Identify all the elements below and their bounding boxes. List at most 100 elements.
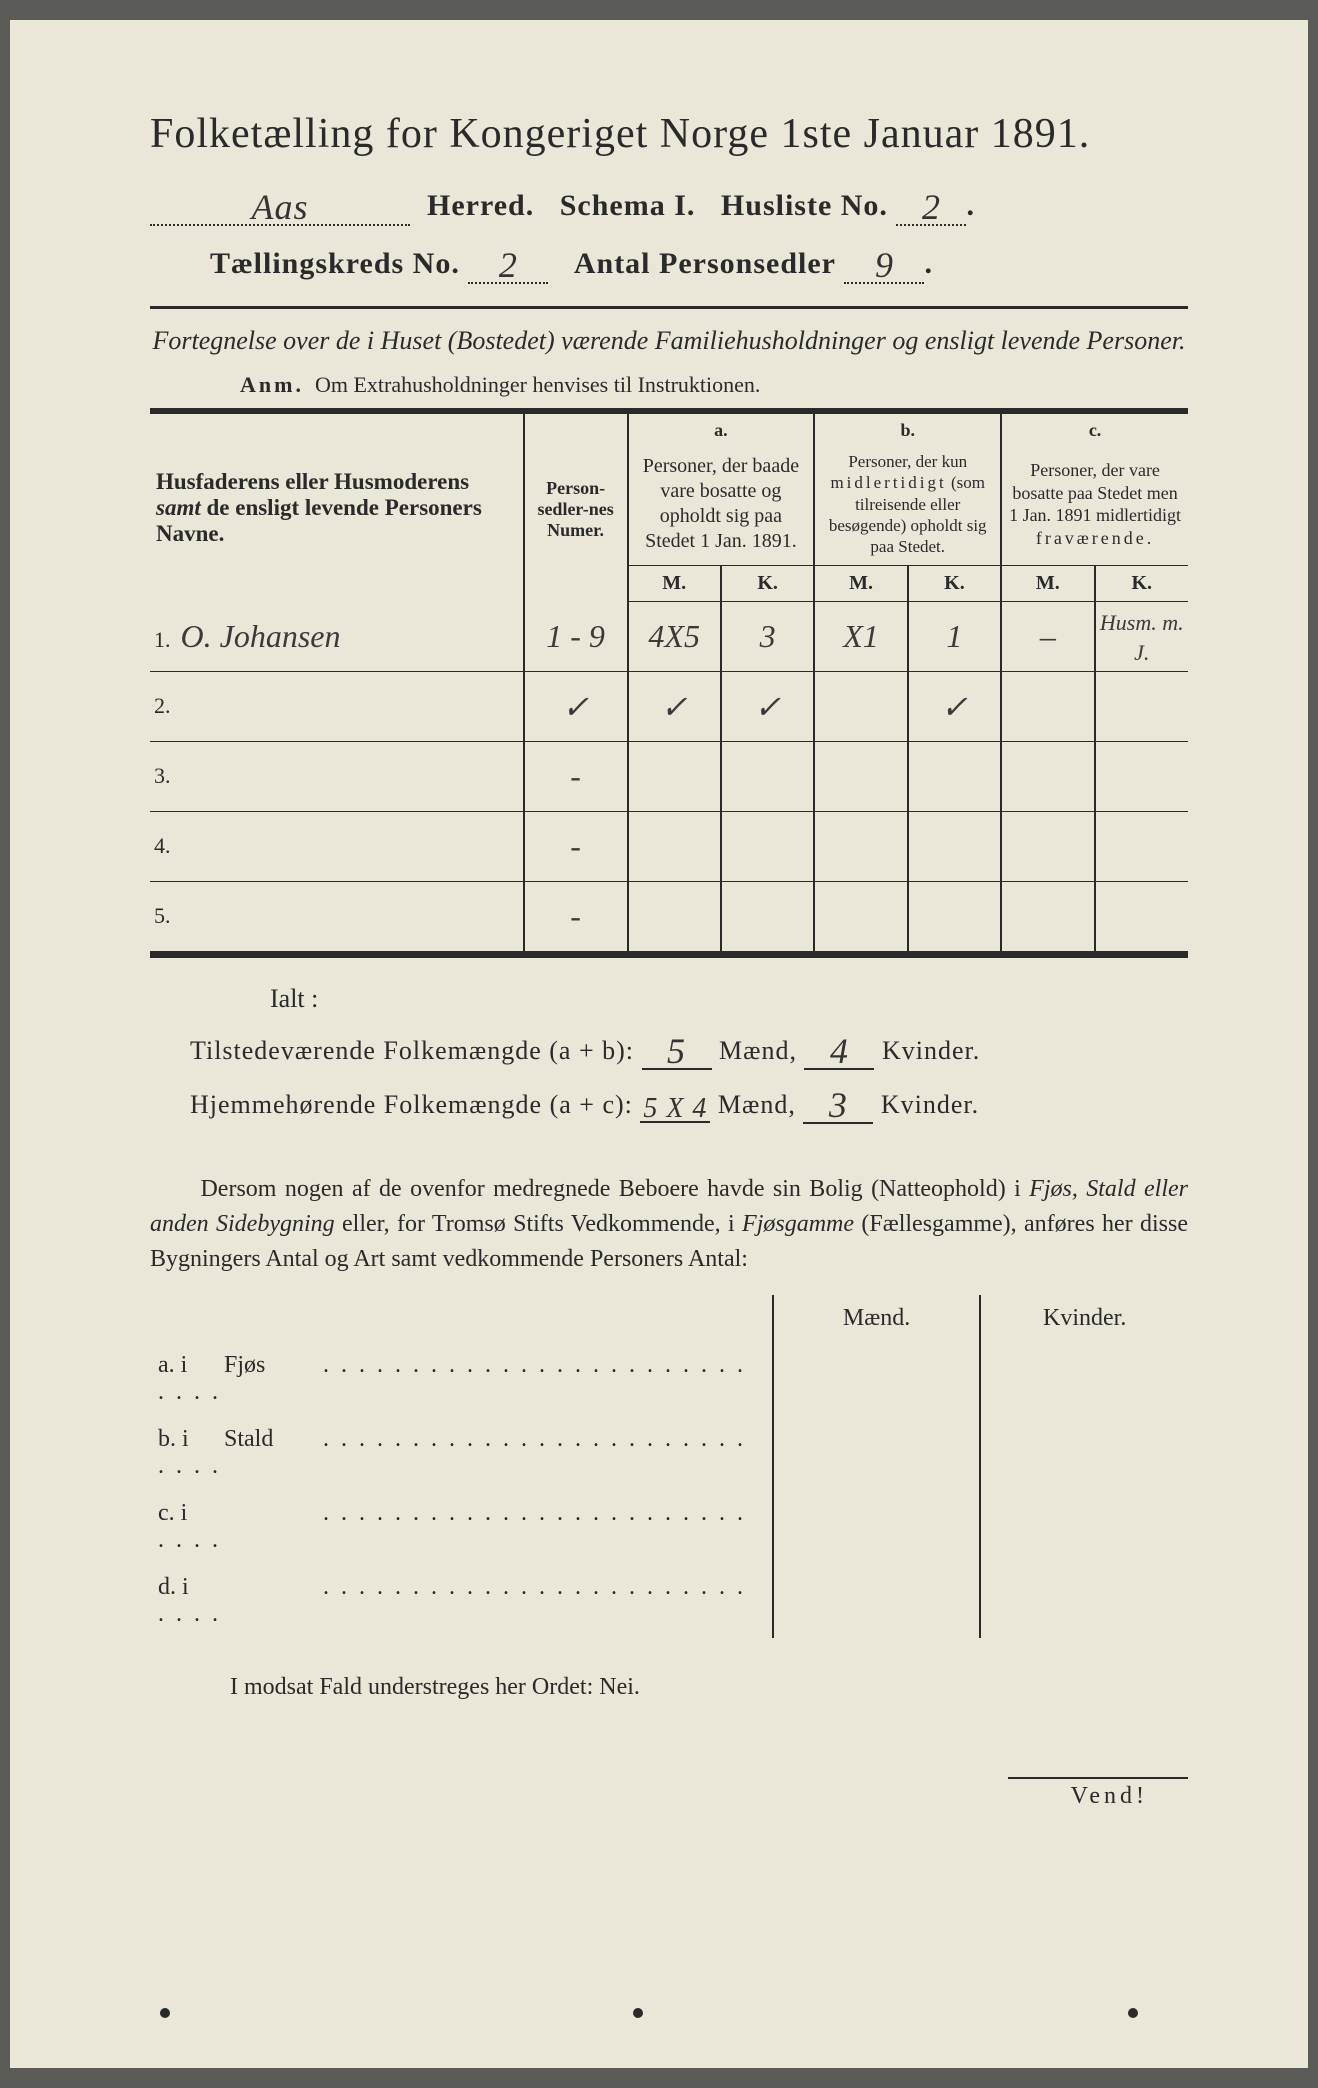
hole-mark — [160, 2008, 170, 2018]
side-maend: Mænd. — [843, 1305, 910, 1331]
page-title: Folketælling for Kongeriget Norge 1ste J… — [150, 110, 1188, 158]
table-row: 2.✓✓✓✓ — [150, 672, 1188, 742]
b-label: b. — [900, 420, 915, 440]
col-num: Person-sedler-nes Numer. — [537, 478, 613, 540]
c-m: M. — [1001, 566, 1094, 602]
a-m: M. — [628, 566, 721, 602]
sum-tilstede: Tilstedeværende Folkemængde (a + b): 5 M… — [190, 1026, 1188, 1070]
cell-cM — [1001, 742, 1094, 812]
side-label-cell: b. i Stald . . . . . . . . . . . . . . .… — [150, 1416, 773, 1490]
subtitle: Fortegnelse over de i Huset (Bostedet) v… — [150, 323, 1188, 358]
cell-cK — [1095, 742, 1188, 812]
cell-aM: 4X5 — [628, 602, 721, 672]
cell-bK — [908, 882, 1001, 952]
cell-bK: 1 — [908, 602, 1001, 672]
schema-label: Schema I. — [560, 189, 696, 222]
side-k — [980, 1416, 1188, 1490]
side-m — [773, 1416, 981, 1490]
cell-bM — [814, 672, 907, 742]
cell-aK: 3 — [721, 602, 814, 672]
cell-bM: X1 — [814, 602, 907, 672]
side-k — [980, 1564, 1188, 1638]
antal-label: Antal Personsedler — [574, 247, 836, 280]
side-building-table: Mænd. Kvinder. a. i Fjøs . . . . . . . .… — [150, 1295, 1188, 1638]
kreds-value: 2 — [499, 244, 518, 286]
side-k — [980, 1342, 1188, 1416]
cell-cM — [1001, 672, 1094, 742]
cell-cK: Husm. m. J. — [1095, 602, 1188, 672]
cell-num: 1 - 9 — [524, 602, 628, 672]
side-row: c. i . . . . . . . . . . . . . . . . . .… — [150, 1490, 1188, 1564]
name-cell: 3. — [150, 742, 524, 812]
cell-bM — [814, 812, 907, 882]
cell-bK — [908, 812, 1001, 882]
cell-bM — [814, 742, 907, 812]
table-row: 5.- — [150, 882, 1188, 952]
sum-hjemme: Hjemmehørende Folkemængde (a + c): 5 X 4… — [190, 1080, 1188, 1124]
name-cell: 4. — [150, 812, 524, 882]
a-k: K. — [721, 566, 814, 602]
header-line-2: Tællingskreds No. 2 Antal Personsedler 9… — [210, 240, 1188, 284]
side-k — [980, 1490, 1188, 1564]
cell-num: ✓ — [524, 672, 628, 742]
side-m — [773, 1564, 981, 1638]
main-table: Husfaderens eller Husmode­rens samt de e… — [150, 414, 1188, 952]
herred-label: Herred. — [427, 189, 534, 222]
b-k: K. — [908, 566, 1001, 602]
antal-value: 9 — [875, 244, 894, 286]
side-body: a. i Fjøs . . . . . . . . . . . . . . . … — [150, 1342, 1188, 1638]
ialt-label: Ialt : — [270, 984, 1188, 1014]
name-cell: 1.O. Johansen — [150, 602, 524, 672]
kvinder-2: Kvinder. — [881, 1090, 979, 1119]
kreds-label: Tællingskreds No. — [210, 247, 460, 280]
nei-line: I modsat Fald understreges her Ordet: Ne… — [230, 1674, 1188, 1701]
side-row: a. i Fjøs . . . . . . . . . . . . . . . … — [150, 1342, 1188, 1416]
hole-mark — [633, 2008, 643, 2018]
cell-cM — [1001, 812, 1094, 882]
cell-num: - — [524, 882, 628, 952]
cell-cM — [1001, 882, 1094, 952]
cell-aK: ✓ — [721, 672, 814, 742]
hjemme-label: Hjemmehørende Folkemængde (a + c): — [190, 1090, 633, 1119]
maend-2: Mænd, — [718, 1090, 796, 1119]
hjemme-m: 5 X 4 — [643, 1093, 707, 1125]
c-k: K. — [1095, 566, 1188, 602]
dersom-paragraph: Dersom nogen af de ovenfor medregnede Be… — [150, 1172, 1188, 1276]
side-label-cell: d. i . . . . . . . . . . . . . . . . . .… — [150, 1564, 773, 1638]
cell-aM: ✓ — [628, 672, 721, 742]
census-form-page: Folketælling for Kongeriget Norge 1ste J… — [10, 20, 1308, 2068]
husliste-label: Husliste No. — [721, 189, 888, 222]
cell-bK — [908, 742, 1001, 812]
side-row: b. i Stald . . . . . . . . . . . . . . .… — [150, 1416, 1188, 1490]
cell-aM — [628, 882, 721, 952]
cell-cK — [1095, 672, 1188, 742]
cell-num: - — [524, 742, 628, 812]
divider — [150, 306, 1188, 309]
col-name: Husfaderens eller Husmode­rens samt de e… — [156, 469, 482, 546]
name-cell: 2. — [150, 672, 524, 742]
cell-aK — [721, 882, 814, 952]
anm-line: Anm. Om Extrahusholdninger henvises til … — [240, 372, 1188, 398]
anm-label: Anm. — [240, 372, 304, 397]
cell-cK — [1095, 882, 1188, 952]
b-text: Personer, der kun midler­tidigt (som til… — [829, 452, 987, 556]
table-bottom-rule — [150, 952, 1188, 958]
side-label-cell: c. i . . . . . . . . . . . . . . . . . .… — [150, 1490, 773, 1564]
header-line-1: Aas Herred. Schema I. Husliste No. 2. — [150, 182, 1188, 226]
maend-1: Mænd, — [719, 1036, 797, 1065]
table-body: 1.O. Johansen1 - 94X53X11–Husm. m. J.2.✓… — [150, 602, 1188, 952]
cell-bK: ✓ — [908, 672, 1001, 742]
c-label: c. — [1089, 420, 1102, 440]
cell-aM — [628, 812, 721, 882]
cell-num: - — [524, 812, 628, 882]
cell-cK — [1095, 812, 1188, 882]
cell-aK — [721, 742, 814, 812]
side-row: d. i . . . . . . . . . . . . . . . . . .… — [150, 1564, 1188, 1638]
cell-aM — [628, 742, 721, 812]
table-row: 4.- — [150, 812, 1188, 882]
cell-bM — [814, 882, 907, 952]
husliste-value: 2 — [922, 186, 941, 228]
side-m — [773, 1342, 981, 1416]
herred-value: Aas — [252, 186, 309, 228]
a-text: Personer, der baade vare bosatte og opho… — [643, 455, 799, 552]
